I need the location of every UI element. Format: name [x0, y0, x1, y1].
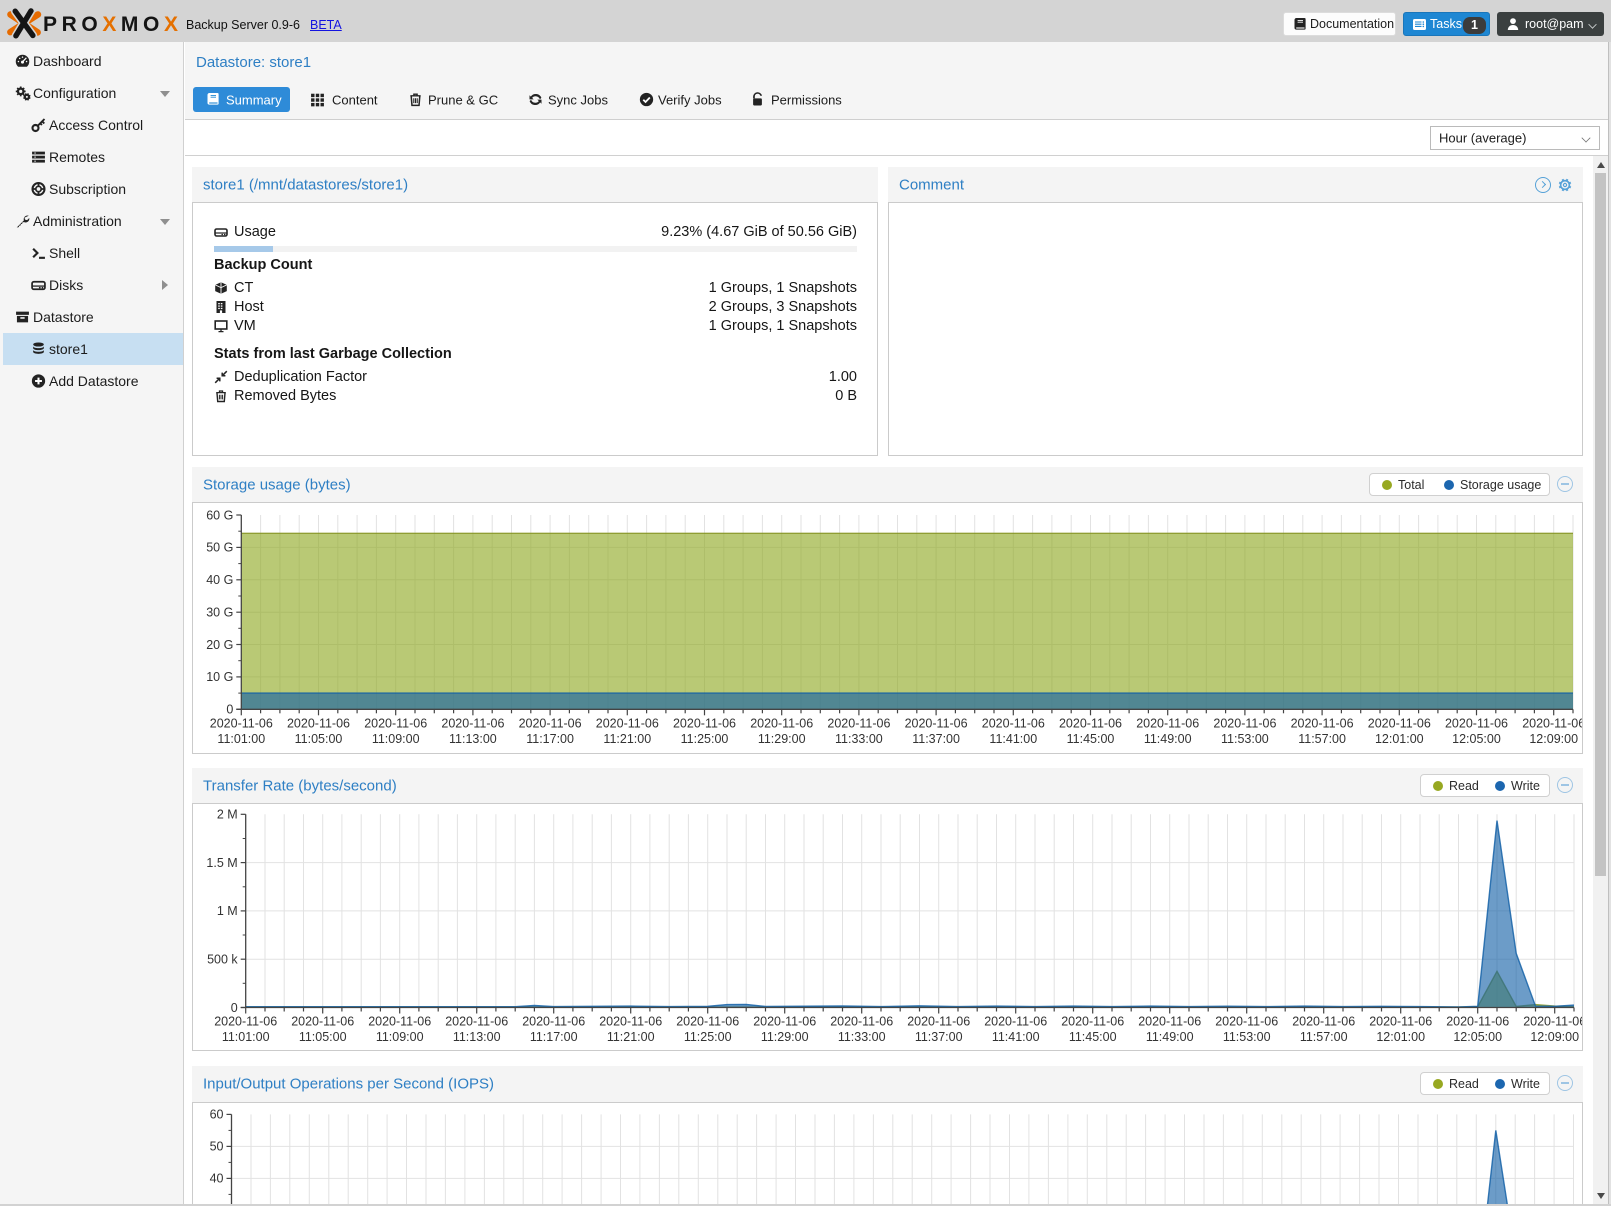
- svg-text:0: 0: [231, 1001, 238, 1015]
- svg-text:2020-11-06: 2020-11-06: [596, 716, 659, 730]
- svg-text:20 G: 20 G: [206, 638, 233, 652]
- svg-text:2020-11-06: 2020-11-06: [445, 1015, 508, 1029]
- svg-text:2020-11-06: 2020-11-06: [599, 1015, 662, 1029]
- svg-text:2 M: 2 M: [217, 808, 238, 822]
- svg-text:11:13:00: 11:13:00: [449, 732, 497, 746]
- svg-text:50 G: 50 G: [206, 541, 233, 555]
- svg-text:2020-11-06: 2020-11-06: [676, 1015, 739, 1029]
- svg-text:2020-11-06: 2020-11-06: [905, 716, 968, 730]
- svg-text:11:53:00: 11:53:00: [1223, 1030, 1271, 1044]
- svg-text:2020-11-06: 2020-11-06: [907, 1015, 970, 1029]
- svg-text:2020-11-06: 2020-11-06: [1059, 716, 1122, 730]
- svg-text:11:57:00: 11:57:00: [1298, 732, 1346, 746]
- svg-text:60 G: 60 G: [206, 508, 233, 522]
- svg-text:40 G: 40 G: [206, 573, 233, 587]
- svg-text:11:21:00: 11:21:00: [603, 732, 651, 746]
- svg-text:2020-11-06: 2020-11-06: [287, 716, 350, 730]
- svg-text:12:01:00: 12:01:00: [1376, 1030, 1425, 1044]
- svg-text:2020-11-06: 2020-11-06: [1138, 1015, 1201, 1029]
- svg-text:2020-11-06: 2020-11-06: [1291, 716, 1354, 730]
- svg-text:60: 60: [210, 1108, 224, 1122]
- svg-text:2020-11-06: 2020-11-06: [1522, 716, 1582, 730]
- svg-text:30 G: 30 G: [206, 606, 233, 620]
- svg-text:11:25:00: 11:25:00: [684, 1030, 732, 1044]
- svg-text:2020-11-06: 2020-11-06: [1523, 1015, 1582, 1029]
- svg-text:2020-11-06: 2020-11-06: [1446, 1015, 1509, 1029]
- svg-text:2020-11-06: 2020-11-06: [1136, 716, 1199, 730]
- svg-text:40: 40: [210, 1172, 224, 1186]
- svg-text:11:37:00: 11:37:00: [912, 732, 960, 746]
- svg-text:2020-11-06: 2020-11-06: [368, 1015, 431, 1029]
- svg-text:11:49:00: 11:49:00: [1144, 732, 1192, 746]
- svg-text:11:45:00: 11:45:00: [1067, 732, 1115, 746]
- svg-text:11:41:00: 11:41:00: [989, 732, 1037, 746]
- svg-text:2020-11-06: 2020-11-06: [364, 716, 427, 730]
- svg-text:2020-11-06: 2020-11-06: [210, 716, 273, 730]
- svg-text:11:33:00: 11:33:00: [838, 1030, 886, 1044]
- svg-text:2020-11-06: 2020-11-06: [1368, 716, 1431, 730]
- svg-text:11:21:00: 11:21:00: [607, 1030, 655, 1044]
- svg-text:2020-11-06: 2020-11-06: [1292, 1015, 1355, 1029]
- svg-text:2020-11-06: 2020-11-06: [291, 1015, 354, 1029]
- svg-text:11:09:00: 11:09:00: [376, 1030, 424, 1044]
- svg-text:11:05:00: 11:05:00: [295, 732, 343, 746]
- svg-text:1.5 M: 1.5 M: [206, 856, 237, 870]
- svg-text:11:01:00: 11:01:00: [217, 732, 265, 746]
- svg-text:12:09:00: 12:09:00: [1530, 1030, 1579, 1044]
- svg-text:2020-11-06: 2020-11-06: [830, 1015, 893, 1029]
- svg-text:2020-11-06: 2020-11-06: [1215, 1015, 1278, 1029]
- svg-text:10 G: 10 G: [206, 670, 233, 684]
- svg-text:11:25:00: 11:25:00: [681, 732, 729, 746]
- svg-text:12:05:00: 12:05:00: [1452, 732, 1501, 746]
- svg-text:2020-11-06: 2020-11-06: [519, 716, 582, 730]
- svg-text:50: 50: [210, 1140, 224, 1154]
- svg-text:2020-11-06: 2020-11-06: [982, 716, 1045, 730]
- svg-text:11:09:00: 11:09:00: [372, 732, 420, 746]
- svg-text:2020-11-06: 2020-11-06: [214, 1015, 277, 1029]
- svg-text:11:01:00: 11:01:00: [222, 1030, 270, 1044]
- svg-text:2020-11-06: 2020-11-06: [1369, 1015, 1432, 1029]
- svg-text:2020-11-06: 2020-11-06: [1061, 1015, 1124, 1029]
- svg-text:11:49:00: 11:49:00: [1146, 1030, 1194, 1044]
- svg-text:0: 0: [226, 703, 233, 717]
- svg-text:11:05:00: 11:05:00: [299, 1030, 347, 1044]
- svg-text:11:57:00: 11:57:00: [1300, 1030, 1348, 1044]
- svg-text:2020-11-06: 2020-11-06: [984, 1015, 1047, 1029]
- svg-text:11:29:00: 11:29:00: [758, 732, 806, 746]
- svg-text:2020-11-06: 2020-11-06: [522, 1015, 585, 1029]
- svg-text:12:09:00: 12:09:00: [1529, 732, 1578, 746]
- svg-text:1 M: 1 M: [217, 904, 238, 918]
- svg-text:2020-11-06: 2020-11-06: [441, 716, 504, 730]
- svg-text:11:37:00: 11:37:00: [915, 1030, 963, 1044]
- svg-text:11:33:00: 11:33:00: [835, 732, 883, 746]
- svg-text:11:41:00: 11:41:00: [992, 1030, 1040, 1044]
- svg-text:11:29:00: 11:29:00: [761, 1030, 809, 1044]
- svg-text:2020-11-06: 2020-11-06: [753, 1015, 816, 1029]
- svg-text:11:17:00: 11:17:00: [530, 1030, 578, 1044]
- svg-text:11:17:00: 11:17:00: [526, 732, 574, 746]
- svg-text:11:13:00: 11:13:00: [453, 1030, 501, 1044]
- svg-text:2020-11-06: 2020-11-06: [673, 716, 736, 730]
- svg-text:2020-11-06: 2020-11-06: [750, 716, 813, 730]
- svg-text:11:45:00: 11:45:00: [1069, 1030, 1117, 1044]
- svg-text:12:01:00: 12:01:00: [1375, 732, 1424, 746]
- svg-text:12:05:00: 12:05:00: [1453, 1030, 1502, 1044]
- svg-text:2020-11-06: 2020-11-06: [827, 716, 890, 730]
- svg-text:500 k: 500 k: [207, 953, 238, 967]
- svg-text:2020-11-06: 2020-11-06: [1445, 716, 1508, 730]
- svg-text:11:53:00: 11:53:00: [1221, 732, 1269, 746]
- svg-text:2020-11-06: 2020-11-06: [1213, 716, 1276, 730]
